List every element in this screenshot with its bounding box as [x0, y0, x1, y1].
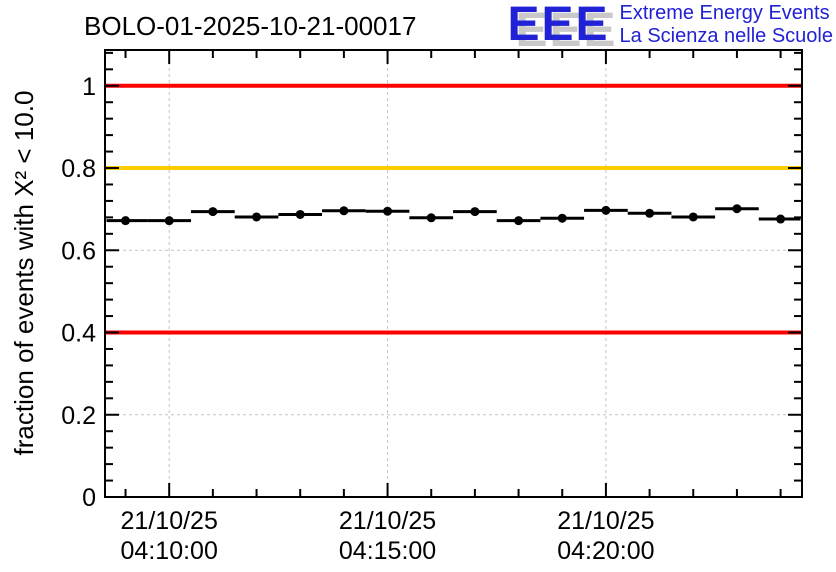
x-tick-label-date: 21/10/25 — [557, 507, 654, 535]
eee-logo-acronym: EEE — [507, 0, 610, 52]
data-point — [470, 207, 480, 217]
y-tick-label: 1 — [82, 73, 96, 101]
data-point — [776, 214, 786, 224]
x-tick-label-time: 04:20:00 — [557, 537, 654, 565]
data-point — [252, 212, 262, 222]
data-point — [295, 209, 305, 219]
y-tick-label: 0.4 — [61, 320, 96, 348]
eee-logo-line1: Extreme Energy Events — [619, 2, 830, 24]
x-tick-label-time: 04:10:00 — [121, 537, 218, 565]
y-tick-label: 0 — [82, 484, 96, 512]
page-title: BOLO-01-2025-10-21-00017 — [84, 11, 417, 41]
data-point — [208, 207, 218, 217]
data-point — [121, 216, 131, 226]
y-tick-label: 0.2 — [61, 402, 96, 430]
data-point — [732, 204, 742, 214]
data-point — [164, 216, 174, 226]
data-point — [339, 206, 349, 216]
eee-logo-line2: La Scienza nelle Scuole — [619, 25, 833, 47]
data-point — [383, 206, 393, 216]
y-tick-label: 0.6 — [61, 237, 96, 265]
data-point — [426, 213, 436, 223]
eee-logo: EEE Extreme Energy Events La Scienza nel… — [507, 0, 833, 52]
x-tick-label-date: 21/10/25 — [121, 507, 218, 535]
data-point — [557, 213, 567, 223]
data-point — [514, 216, 524, 226]
data-point — [688, 212, 698, 222]
eee-logo-text: Extreme Energy Events La Scienza nelle S… — [620, 2, 833, 48]
x-tick-label-date: 21/10/25 — [339, 507, 436, 535]
y-tick-label: 0.8 — [61, 155, 96, 183]
plot-frame — [104, 49, 803, 498]
data-point — [645, 208, 655, 218]
x-tick-label-time: 04:15:00 — [339, 537, 436, 565]
data-point — [601, 205, 611, 215]
